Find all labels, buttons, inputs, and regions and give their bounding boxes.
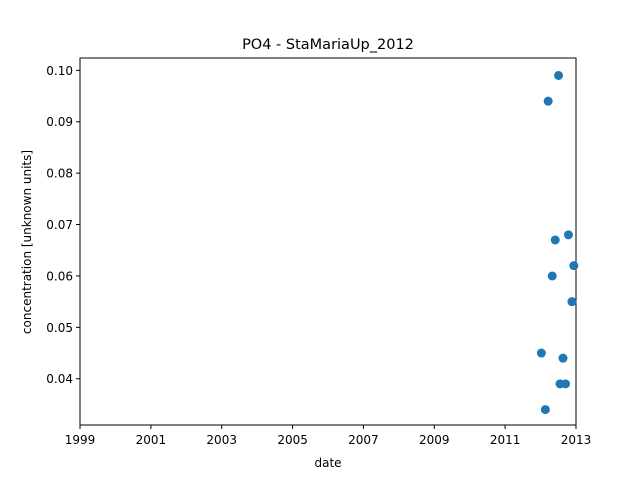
x-axis-label: date [314,456,341,470]
y-tick-label: 0.07 [46,218,73,232]
plot-frame [79,57,577,426]
data-point [554,70,564,80]
data-point [540,405,550,415]
data-point [563,230,573,240]
data-point [569,261,579,271]
x-tick-label: 1999 [65,433,96,447]
y-tick-label: 0.06 [46,269,73,283]
x-tick-label: 2009 [419,433,450,447]
x-tick-label: 2003 [206,433,237,447]
x-tick-label: 2013 [561,433,592,447]
y-tick-label: 0.05 [46,321,73,335]
y-tick-label: 0.10 [46,64,73,78]
data-point [543,96,553,106]
x-tick-label: 2001 [136,433,167,447]
y-axis: 0.04 0.05 0.06 0.07 0.08 0.09 0.10 [46,64,80,386]
data-point [550,235,560,245]
chart-title: PO4 - StaMariaUp_2012 [242,37,414,53]
data-point [567,297,577,307]
data-point [536,348,546,358]
x-tick-label: 2005 [277,433,308,447]
x-tick-label: 2007 [348,433,379,447]
data-points [536,70,579,415]
y-tick-label: 0.09 [46,115,73,129]
data-point [561,379,571,389]
data-point [547,271,557,281]
y-tick-label: 0.04 [46,372,73,386]
y-axis-label: concentration [unknown units] [20,150,34,334]
data-point [558,353,568,363]
y-tick-label: 0.08 [46,167,73,181]
x-axis: 1999 2001 2003 2005 2007 2009 2011 2013 [65,425,592,447]
x-tick-label: 2011 [490,433,521,447]
plot-area [79,57,577,426]
